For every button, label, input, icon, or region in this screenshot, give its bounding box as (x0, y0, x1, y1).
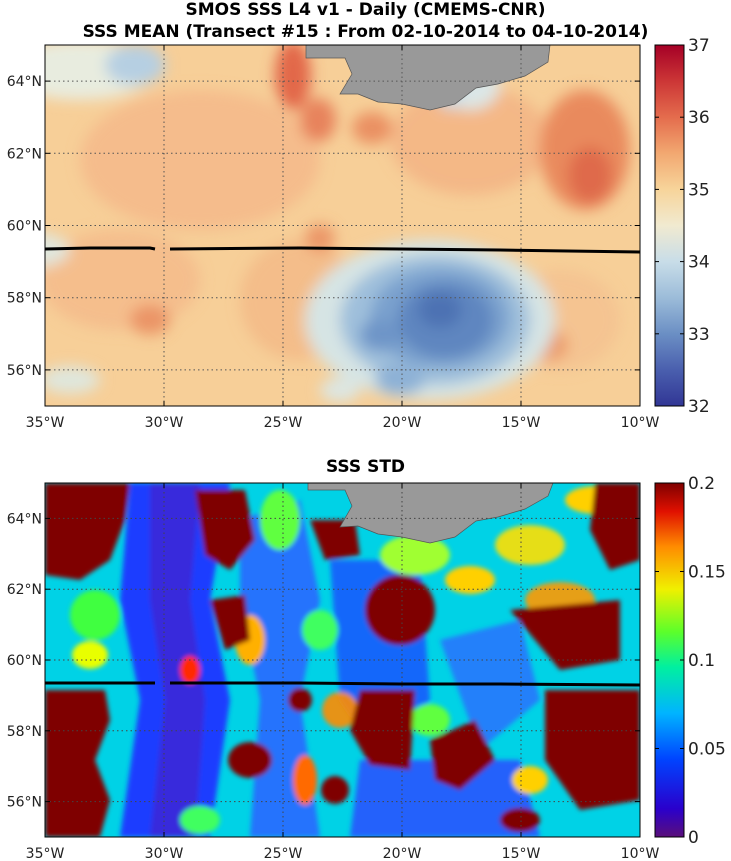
sss-mean-x-tick-label: 35°W (26, 415, 65, 431)
sss-mean-x-tick-label: 30°W (145, 415, 184, 431)
sss-std-colorbar-ticks: 0.2 0.15 0.1 0.05 0 (655, 474, 726, 848)
sss-mean-colorbar-tick-label: 34 (688, 253, 710, 273)
sss-mean-colorbar-tick-label: 37 (688, 36, 710, 56)
sss-std-x-tick-label: 25°W (264, 846, 303, 861)
sss-mean-x-tick-label: 10°W (621, 415, 660, 431)
sss-std-gridlines (45, 483, 640, 837)
figure-title-line2: SSS MEAN (Transect #15 : From 02-10-2014… (82, 22, 649, 42)
sss-mean-y-tick-label: 60°N (7, 219, 42, 235)
sss-std-x-tick-label: 20°W (383, 846, 422, 861)
sss-std-x-tick-label: 15°W (502, 846, 541, 861)
sss-std-x-tick-label: 35°W (26, 846, 65, 861)
sss-std-y-tick-label: 60°N (7, 653, 42, 669)
sss-std-y-tick-label: 56°N (7, 795, 42, 811)
sss-std-x-tick-label: 30°W (145, 846, 184, 861)
sss-mean-colorbar-tick-label: 36 (688, 108, 710, 128)
sss-mean-gridlines (45, 45, 640, 406)
sss-mean-y-tick-label: 58°N (7, 291, 42, 307)
sss-std-colorbar-tick-label: 0.1 (688, 651, 715, 671)
sss-std-colorbar (654, 482, 685, 838)
sss-std-y-tick-label: 58°N (7, 724, 42, 740)
iceland-land-bottom (307, 483, 554, 544)
sss-mean-y-tick-label: 62°N (7, 146, 42, 162)
sss-mean-colorbar-tick-label: 33 (688, 325, 710, 345)
sss-std-y-tick-label: 62°N (7, 582, 42, 598)
sss-mean-y-tick-label: 64°N (7, 74, 42, 90)
sss-mean-colorbar-tick-label: 35 (688, 180, 710, 200)
sss-mean-x-tick-label: 15°W (502, 415, 541, 431)
sss-std-colorbar-tick-label: 0 (688, 828, 699, 848)
sss-std-y-tick-label: 64°N (7, 511, 42, 527)
sss-mean-map (45, 45, 640, 406)
iceland-land (305, 45, 551, 111)
sss-std-x-tick-label: 10°W (621, 846, 660, 861)
sss-std-colorbar-tick-label: 0.05 (688, 740, 726, 760)
sss-mean-x-tick-label: 20°W (383, 415, 422, 431)
bottom-panel-title: SSS STD (325, 457, 406, 477)
transect-line-top (44, 246, 641, 254)
sss-std-colorbar-tick-label: 0.2 (688, 474, 715, 494)
sss-mean-x-tick-label: 25°W (264, 415, 303, 431)
sss-mean-colorbar (654, 44, 685, 407)
sss-std-colorbar-tick-label: 0.15 (688, 563, 726, 583)
sss-mean-y-tick-label: 56°N (7, 363, 42, 379)
figure-title-line1: SMOS SSS L4 v1 - Daily (CMEMS-CNR) (185, 0, 546, 20)
sss-mean-colorbar-ticks: 37 36 35 34 33 32 (655, 36, 710, 417)
sss-mean-colorbar-tick-label: 32 (688, 397, 710, 417)
transect-line-bottom (45, 681, 641, 687)
